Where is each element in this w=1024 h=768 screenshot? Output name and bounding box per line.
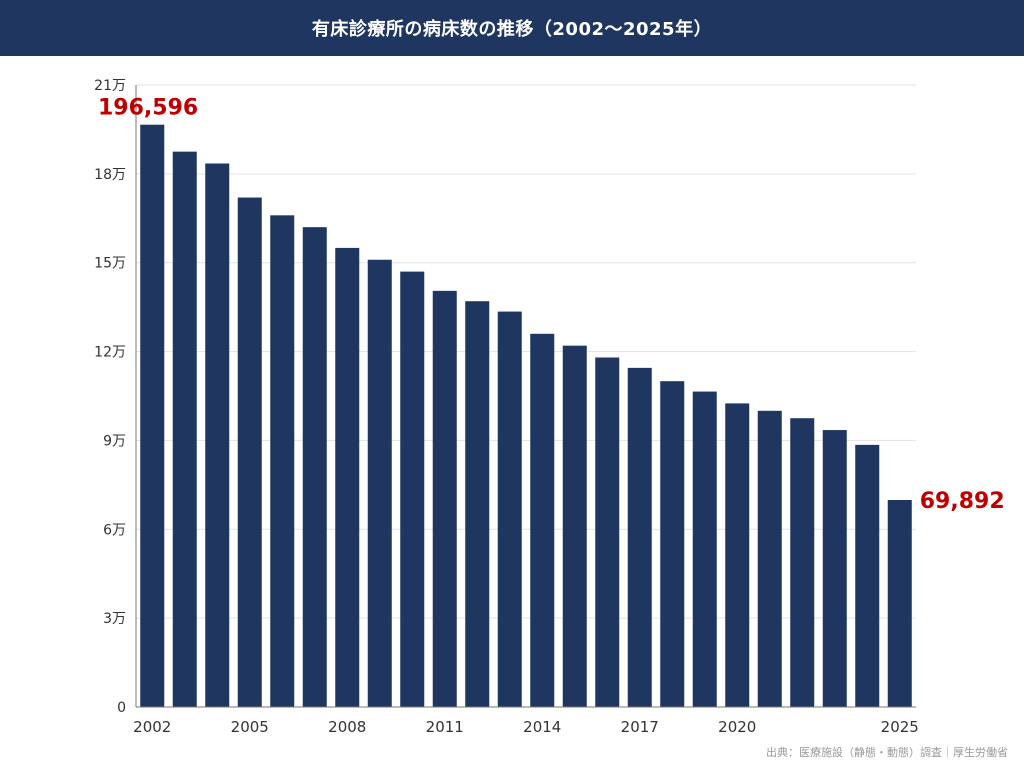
x-tick-label: 2008 — [328, 718, 366, 736]
chart-title: 有床診療所の病床数の推移（2002〜2025年） — [311, 19, 713, 40]
x-tick-label: 2014 — [523, 718, 561, 736]
bar-2004 — [205, 163, 230, 707]
source-note: 出典：医療施設（静態・動態）調査｜厚生労働省 — [766, 746, 1008, 759]
data-label-2002: 196,596 — [98, 96, 198, 121]
x-tick-label: 2017 — [621, 718, 659, 736]
y-tick-label: 18万 — [94, 167, 126, 183]
x-tick-label: 2002 — [133, 718, 171, 736]
bar-2024 — [855, 444, 880, 707]
bar-2014 — [530, 333, 555, 707]
y-tick-label: 15万 — [94, 256, 126, 272]
y-tick-label: 3万 — [103, 611, 126, 627]
x-tick-label: 2020 — [718, 718, 756, 736]
bar-2025 — [887, 499, 912, 707]
bar-2010 — [400, 271, 425, 707]
chart-header: 有床診療所の病床数の推移（2002〜2025年） — [0, 0, 1024, 56]
bar-2007 — [302, 227, 327, 707]
y-tick-label: 6万 — [103, 522, 126, 538]
x-tick-label: 2011 — [426, 718, 464, 736]
y-tick-label: 21万 — [94, 78, 126, 94]
bar-2017 — [627, 367, 652, 707]
bar-2021 — [757, 410, 782, 707]
bar-2003 — [172, 151, 197, 708]
data-label-2025: 69,892 — [920, 489, 1005, 514]
bar-2008 — [335, 247, 360, 707]
bar-2022 — [790, 418, 815, 707]
bar-2023 — [822, 430, 847, 707]
bar-2006 — [270, 215, 295, 708]
y-tick-label: 9万 — [103, 433, 126, 449]
y-tick-label: 12万 — [94, 345, 126, 361]
bar-2011 — [432, 290, 457, 707]
bar-2015 — [562, 345, 587, 707]
bar-2019 — [692, 391, 717, 707]
bar-2002 — [140, 124, 165, 708]
x-tick-label: 2005 — [231, 718, 269, 736]
y-tick-label: 0 — [117, 700, 126, 716]
x-tick-label: 2025 — [881, 718, 919, 736]
bar-2018 — [660, 381, 685, 707]
bar-2012 — [465, 301, 490, 707]
bar-2005 — [237, 197, 262, 708]
bar-2009 — [367, 259, 392, 707]
bar-2013 — [497, 311, 522, 707]
bar-2016 — [595, 357, 620, 707]
bar-2020 — [725, 403, 750, 707]
